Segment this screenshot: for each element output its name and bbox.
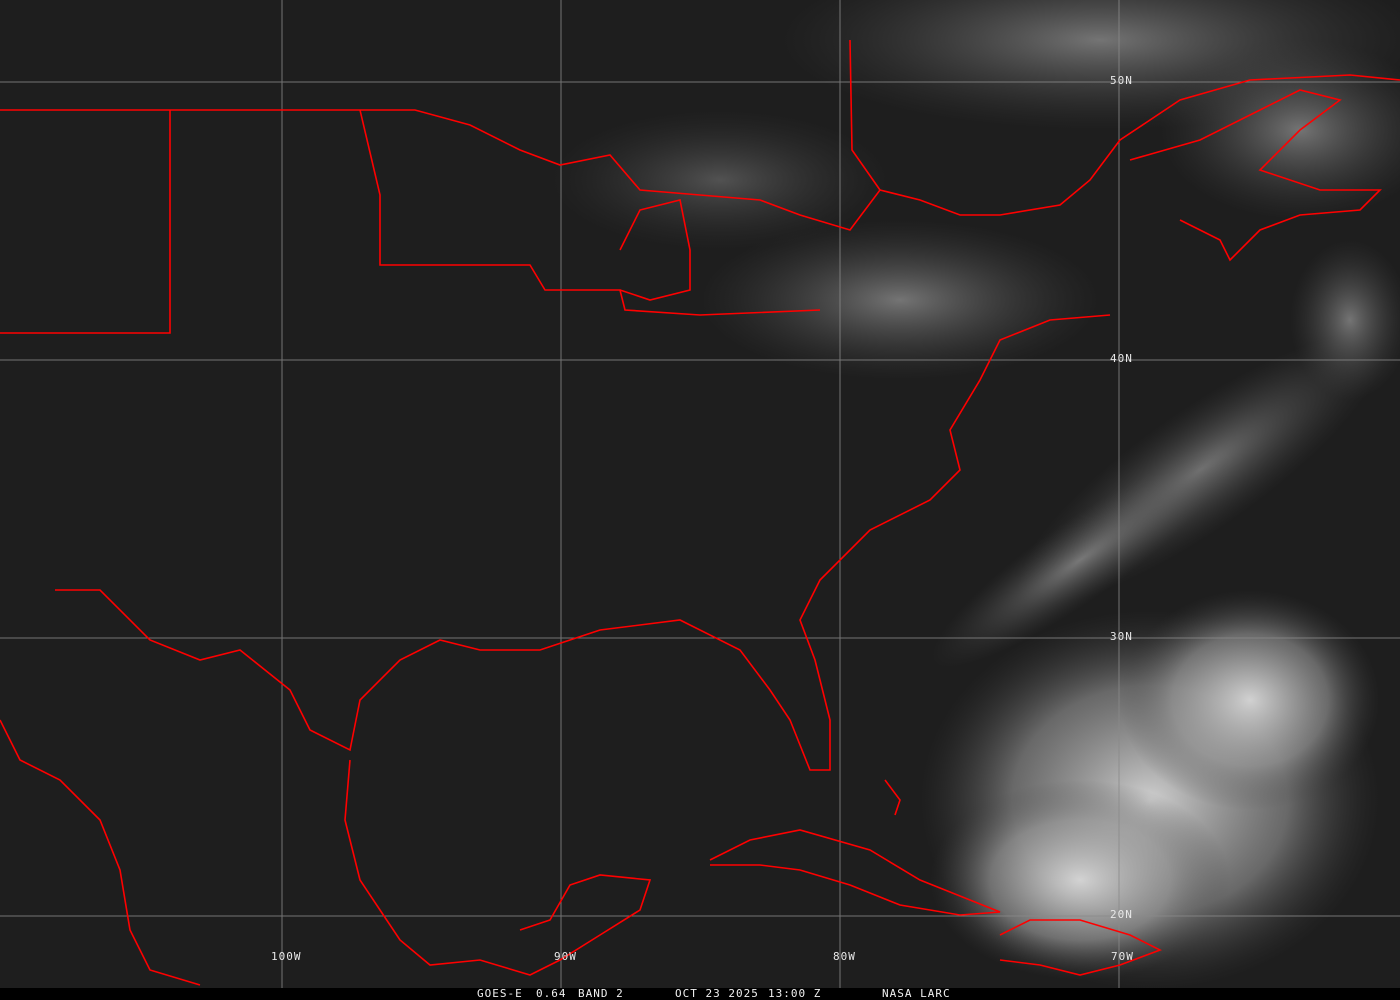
canada-border-north xyxy=(849,39,881,191)
lat-label-30n: 30N xyxy=(1110,630,1133,643)
lon-label-70w: 70W xyxy=(1111,950,1134,963)
us-canada-border xyxy=(0,74,1400,231)
caption-channel: 0.64 xyxy=(536,987,567,1000)
cuba xyxy=(709,829,1001,916)
caption-source: NASA LARC xyxy=(882,987,951,1000)
state-lines-west xyxy=(0,110,171,334)
lat-label-20n: 20N xyxy=(1110,908,1133,921)
mexico-coast xyxy=(344,759,652,976)
caption-satellite: GOES-E xyxy=(477,987,523,1000)
state-lines-central xyxy=(359,109,821,316)
hispaniola xyxy=(999,919,1162,976)
great-lakes xyxy=(619,199,691,301)
lon-label-100w: 100W xyxy=(271,950,302,963)
mexico-pacific-coast xyxy=(0,719,201,986)
maritimes xyxy=(1129,89,1382,262)
cloud-cover xyxy=(550,0,1400,988)
lat-label-50n: 50N xyxy=(1110,74,1133,87)
bahamas xyxy=(884,779,901,816)
caption-band: BAND 2 xyxy=(578,987,624,1000)
lon-label-80w: 80W xyxy=(833,950,856,963)
caption-bar: GOES-E 0.64 BAND 2 OCT 23 2025 13:00 Z N… xyxy=(0,987,1400,1000)
lat-label-40n: 40N xyxy=(1110,352,1133,365)
gulf-coast xyxy=(55,314,1111,771)
political-boundaries xyxy=(0,39,1400,986)
caption-date: OCT 23 2025 xyxy=(675,987,759,1000)
lon-label-90w: 90W xyxy=(554,950,577,963)
caption-time: 13:00 Z xyxy=(768,987,822,1000)
